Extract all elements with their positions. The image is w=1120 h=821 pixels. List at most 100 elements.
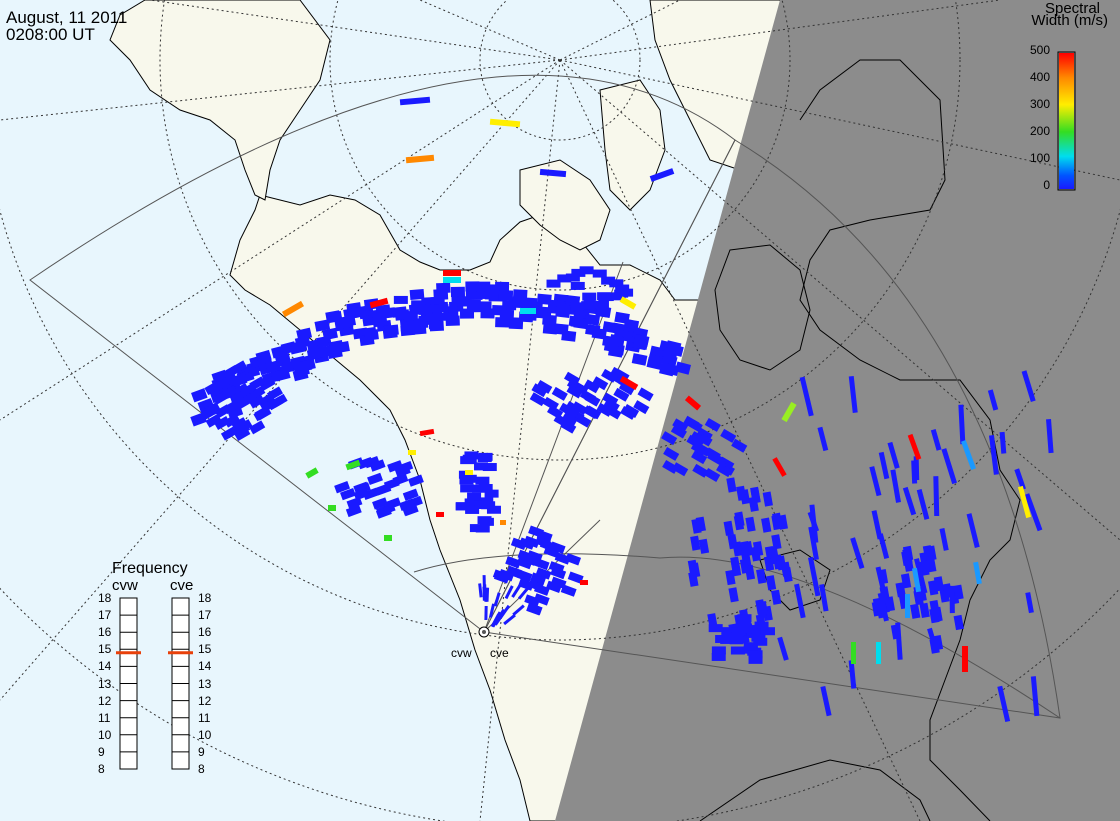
scatter-cell [328,505,336,511]
scatter-cell [190,412,207,427]
scatter-cell [375,506,392,519]
scatter-cell [916,488,930,520]
scatter-cell [740,540,751,557]
date-label: August, 11 2011 [6,8,128,27]
scatter-cell [670,424,687,439]
scatter-cell [334,481,351,494]
frequency-tick-left: 18 [98,591,112,605]
scatter-cell [353,488,370,501]
scatter-cell [510,537,527,550]
scatter-cell [647,354,664,367]
scatter-cell [692,463,709,478]
scatter-cell [488,603,496,618]
scatter-cell [443,270,461,276]
frequency-tick-left: 14 [98,659,112,674]
scatter-cell [229,390,247,405]
scatter-cell [570,302,585,311]
scatter-cell [394,465,411,478]
scatter-cell [459,308,475,319]
scatter-cell [464,451,479,460]
scatter-cell [460,484,475,493]
scatter-cell [516,556,533,570]
scatter-cell [455,502,470,511]
scatter-cell [306,347,323,361]
scatter-cell [895,622,903,660]
scatter-cell [695,516,706,532]
frequency-tick-right: 15 [198,642,212,657]
scatter-cell [478,484,493,493]
scatter-cell [608,345,624,358]
scatter-cell [743,642,758,651]
scatter-cell [551,386,568,401]
scatter-cell [547,405,564,420]
scatter-cell [592,376,609,391]
scatter-cell [871,510,883,540]
scatter-cell [542,396,559,411]
scatter-cell [318,345,335,358]
scatter-cell [499,309,515,321]
scatter-cell [494,281,510,292]
scatter-cell [345,459,361,471]
scatter-cell [517,586,530,600]
scatter-cell [561,411,578,426]
scatter-cell [997,685,1011,723]
scatter-cell [684,395,702,411]
channel-label-cvw: cvw [112,577,138,594]
scatter-cell [504,585,514,600]
scatter-cell [387,460,404,473]
frequency-tick-left: 12 [98,693,112,708]
scatter-cell [555,306,571,318]
frequency-tick-right: 12 [198,693,212,708]
scatter-cell [753,637,768,646]
scatter-cell [305,467,319,479]
scatter-cell [565,553,582,566]
scatter-cell [205,413,222,428]
scatter-cell [281,300,305,318]
scatter-cell [259,376,276,391]
scatter-cell [619,288,634,297]
night-shade [555,0,1120,821]
colorbar-tick: 500 [1029,43,1050,57]
scatter-cell [238,393,255,408]
scatter-cell [539,168,567,178]
scatter-cell [949,585,955,614]
colorbar-tick: 100 [1029,151,1050,165]
frequency-tick-right: 9 [198,744,205,759]
scatter-cell [716,463,733,478]
scatter-cell [408,450,416,455]
scatter-cell [690,441,708,456]
frequency-title: Frequency [112,560,188,577]
scatter-cell [720,428,737,443]
frequency-tick-left: 15 [98,642,112,657]
scatter-cell [340,487,356,501]
scatter-cell [765,575,777,591]
scatter-cell [554,552,571,565]
scatter-cell [489,118,521,128]
scatter-cell [542,314,557,326]
scatter-cell [1017,485,1032,519]
scatter-cell [748,650,763,659]
scatter-cell [403,312,418,321]
scatter-cell [572,381,589,396]
scatter-cell [346,496,363,510]
scatter-cell [380,307,396,319]
scatter-cell [809,504,819,543]
frequency-tick-left: 8 [98,762,105,776]
scatter-cell [408,474,424,487]
scatter-cell [536,293,552,305]
scatter-cell [711,652,726,661]
scatter-cell [698,538,710,554]
scatter-cell [455,296,471,307]
scatter-cell [817,426,829,452]
scatter-cell [536,379,553,394]
scatter-cell [584,313,601,326]
scatter-cell [536,306,551,318]
radar-label-cvw: cvw [451,646,472,660]
scatter-cell [436,512,444,517]
scatter-cell [466,299,481,310]
scatter-cell [294,335,311,349]
scatter-cell [777,636,789,661]
scatter-cell [546,279,561,288]
scatter-cell [721,627,736,636]
